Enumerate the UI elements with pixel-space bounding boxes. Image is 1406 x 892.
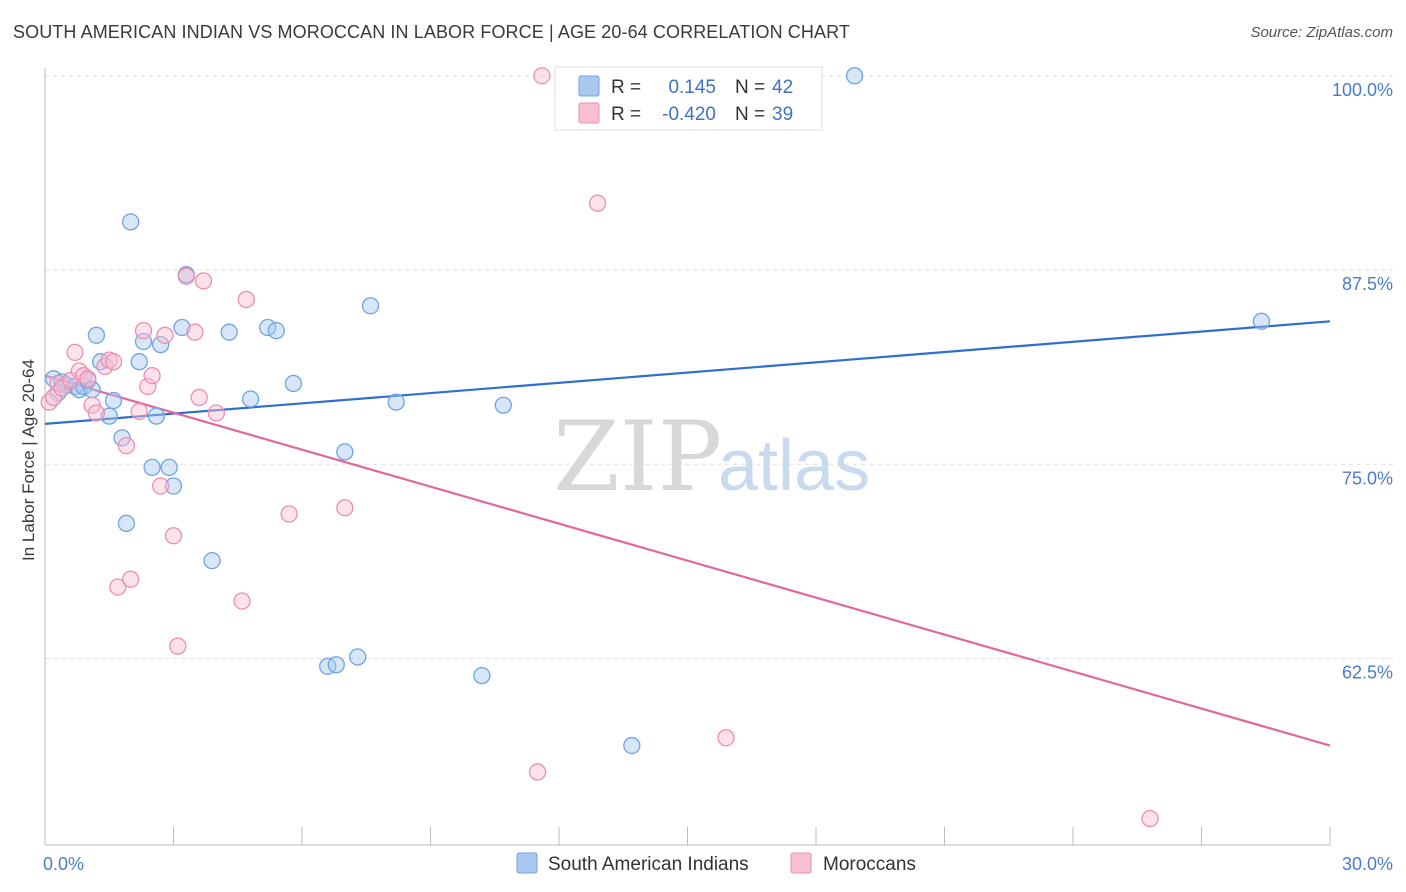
stats-legend: R = 0.145 N = 42 R = -0.420 N = 39 [554,66,823,131]
point-south-american-indian-28 [267,321,285,340]
trend-lines [44,320,1331,747]
legend-r-value-blue: 0.145 [668,77,716,98]
point-south-american-indian-13 [117,514,136,532]
point-moroccan-23 [164,527,183,545]
legend-r-label-pink: R = [611,104,641,125]
trend-line-blue [44,320,1331,425]
point-south-american-indian-11 [104,391,123,410]
y-tick-label-2: 75.0% [1342,468,1393,488]
point-moroccan-8 [79,370,97,388]
y-axis-label: In Labor Force | Age 20-64 [19,359,38,561]
legend-r-value-pink: -0.420 [662,104,716,125]
point-south-american-indian-34 [361,297,380,315]
point-moroccan-10 [87,404,106,422]
y-tick-labels: 100.0% 87.5% 75.0% 62.5% [1332,80,1393,683]
series-legend-swatch-pink [790,852,812,874]
point-moroccan-5 [66,343,84,362]
point-moroccan-17 [130,402,148,421]
data-points [40,67,1271,828]
chart-title: SOUTH AMERICAN INDIAN VS MOROCCAN IN LAB… [13,22,850,42]
point-moroccan-37 [1141,809,1159,828]
point-moroccan-4 [62,371,80,390]
legend-n-value-blue: 42 [772,77,793,98]
point-moroccan-20 [143,367,161,385]
point-south-american-indian-29 [284,374,303,393]
point-south-american-indian-38 [623,736,641,755]
x-tick-label-min: 0.0% [43,854,84,874]
point-moroccan-38 [190,388,208,407]
legend-n-label-blue: N = [735,77,765,98]
point-moroccan-30 [237,290,255,309]
point-south-american-indian-20 [160,458,178,477]
point-south-american-indian-15 [130,353,148,371]
point-south-american-indian-25 [220,323,238,341]
point-moroccan-26 [186,323,204,341]
point-moroccan-13 [104,353,123,371]
point-south-american-indian-26 [241,390,260,408]
point-moroccan-22 [156,326,174,344]
point-south-american-indian-33 [349,648,367,666]
point-moroccan-21 [151,477,170,495]
y-tick-label-1: 87.5% [1342,274,1393,294]
point-moroccan-25 [177,267,196,285]
point-moroccan-29 [233,592,251,610]
point-moroccan-36 [717,729,735,747]
legend-n-value-pink: 39 [772,104,793,125]
series-legend-swatch-blue [516,852,538,874]
trend-line-pink [44,374,1331,747]
point-south-american-indian-22 [173,318,191,337]
legend-n-label-pink: N = [735,104,765,125]
point-south-american-indian-36 [473,666,491,685]
series-legend: South American Indians Moroccans [516,852,916,875]
point-moroccan-18 [134,321,153,340]
point-south-american-indian-17 [143,458,161,477]
legend-swatch-pink [578,102,600,124]
series-legend-label-pink: Moroccans [823,854,916,875]
point-moroccan-27 [194,272,213,290]
axes [44,68,1331,846]
x-tick-label-max: 30.0% [1342,854,1393,874]
point-moroccan-33 [528,763,547,781]
point-moroccan-24 [169,637,187,655]
point-moroccan-31 [280,505,298,523]
point-south-american-indian-39 [845,67,864,85]
point-south-american-indian-24 [203,551,221,570]
point-moroccan-15 [117,436,136,455]
legend-r-label-blue: R = [611,77,641,98]
point-south-american-indian-30 [319,657,337,675]
point-moroccan-16 [122,570,140,588]
point-south-american-indian-8 [87,326,106,344]
point-south-american-indian-10 [100,407,118,425]
point-moroccan-35 [588,194,607,212]
point-south-american-indian-21 [164,477,183,495]
point-south-american-indian-14 [122,213,140,231]
point-moroccan-32 [336,499,354,517]
series-legend-label-blue: South American Indians [548,854,749,875]
point-south-american-indian-31 [327,656,345,674]
point-moroccan-34 [533,67,551,85]
point-south-american-indian-19 [151,335,170,354]
point-moroccan-14 [109,578,127,596]
watermark-atlas: atlas [718,426,870,506]
y-tick-label-0: 100.0% [1332,80,1393,100]
point-south-american-indian-35 [387,393,405,411]
source-label: Source: ZipAtlas.com [1250,24,1393,41]
point-moroccan-28 [207,404,225,422]
point-south-american-indian-40 [1252,312,1271,330]
y-tick-label-3: 62.5% [1342,663,1393,683]
point-moroccan-19 [139,377,157,396]
watermark: ZIP atlas [553,401,870,513]
point-south-american-indian-37 [494,396,512,414]
legend-swatch-blue [578,75,600,97]
point-south-american-indian-18 [147,407,166,425]
point-south-american-indian-32 [336,443,354,461]
watermark-zip: ZIP [553,401,722,513]
